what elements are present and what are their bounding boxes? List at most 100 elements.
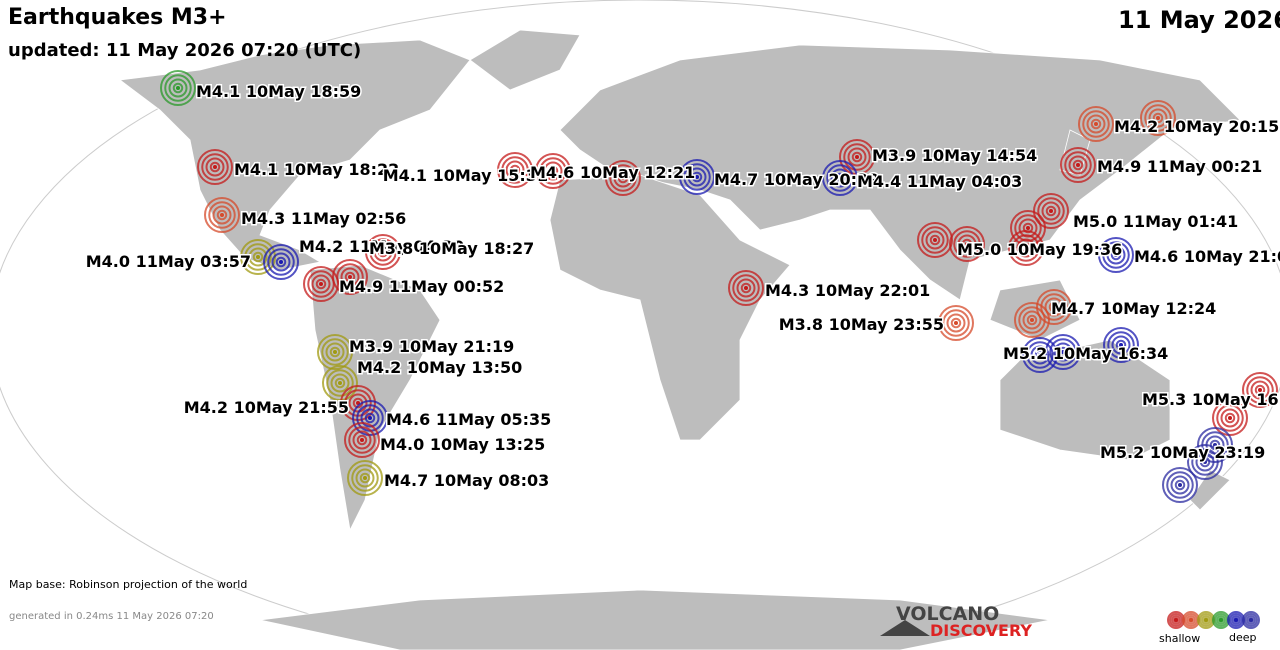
ring bbox=[271, 252, 291, 272]
ring bbox=[1246, 615, 1256, 625]
ring bbox=[1078, 106, 1114, 142]
ring bbox=[1040, 293, 1068, 321]
ring bbox=[1022, 337, 1058, 373]
center bbox=[933, 238, 937, 242]
center bbox=[368, 416, 372, 420]
quake-marker bbox=[605, 160, 641, 196]
quake-marker bbox=[344, 422, 380, 458]
quake-label: M4.0 10May 13:25 bbox=[380, 435, 545, 454]
ring bbox=[942, 309, 970, 337]
quake-marker bbox=[949, 226, 985, 262]
quake-marker bbox=[317, 334, 353, 370]
ring bbox=[360, 408, 380, 428]
quake-marker bbox=[332, 259, 368, 295]
ring bbox=[953, 230, 981, 258]
center bbox=[338, 381, 342, 385]
ring bbox=[1102, 241, 1130, 269]
center bbox=[1119, 343, 1123, 347]
ring bbox=[340, 267, 360, 287]
ring bbox=[317, 334, 353, 370]
ring bbox=[209, 161, 221, 173]
quake-marker bbox=[1187, 444, 1223, 480]
ring bbox=[1197, 427, 1233, 463]
ring bbox=[1231, 615, 1241, 625]
ring bbox=[683, 163, 711, 191]
ring bbox=[1144, 104, 1172, 132]
ring bbox=[1072, 159, 1084, 171]
quake-marker bbox=[197, 149, 233, 185]
ring bbox=[539, 157, 567, 185]
ring bbox=[1014, 214, 1042, 242]
ring bbox=[303, 266, 339, 302]
center bbox=[1094, 122, 1098, 126]
quake-label: M3.9 10May 14:54 bbox=[872, 146, 1037, 165]
quake-marker bbox=[347, 460, 383, 496]
quake-marker bbox=[1167, 611, 1185, 629]
center bbox=[363, 476, 367, 480]
quake-label: M4.3 11May 02:56 bbox=[241, 209, 406, 228]
center bbox=[1189, 618, 1193, 622]
ring bbox=[369, 238, 397, 266]
ring bbox=[1022, 310, 1042, 330]
ring bbox=[348, 426, 376, 454]
ring bbox=[1037, 197, 1065, 225]
ring bbox=[1107, 331, 1135, 359]
quake-label: M4.2 10May 21:55 bbox=[184, 398, 349, 417]
ring bbox=[1090, 118, 1102, 130]
quake-label: M5.3 10May 16:4 bbox=[1142, 390, 1280, 409]
ring bbox=[248, 247, 268, 267]
ring bbox=[950, 317, 962, 329]
ring bbox=[1041, 201, 1061, 221]
ring bbox=[1086, 114, 1106, 134]
quake-label: M4.6 10May 21:08 bbox=[1134, 247, 1280, 266]
quake-marker bbox=[1022, 337, 1058, 373]
ring bbox=[344, 271, 356, 283]
quake-marker bbox=[1162, 467, 1198, 503]
ring bbox=[1250, 380, 1270, 400]
date: 11 May 2026 bbox=[1118, 6, 1280, 34]
ring bbox=[1115, 339, 1127, 351]
quake-marker bbox=[1227, 611, 1245, 629]
logo-icon bbox=[880, 620, 930, 636]
ring bbox=[822, 160, 858, 196]
ring bbox=[1242, 372, 1278, 408]
ring bbox=[252, 251, 264, 263]
markers bbox=[160, 70, 1278, 503]
ring bbox=[1016, 238, 1036, 258]
quake-label: M4.1 10May 18:22 bbox=[234, 160, 399, 179]
quake-label: M4.7 10May 20:29 bbox=[714, 170, 879, 189]
center bbox=[1219, 618, 1223, 622]
center bbox=[1026, 226, 1030, 230]
ring bbox=[929, 234, 941, 246]
ring bbox=[938, 305, 974, 341]
center bbox=[220, 213, 224, 217]
ring bbox=[509, 164, 521, 176]
ring bbox=[197, 149, 233, 185]
quake-marker bbox=[1045, 334, 1081, 370]
ring bbox=[359, 472, 371, 484]
ring bbox=[1018, 306, 1046, 334]
ring bbox=[1199, 456, 1211, 468]
ring bbox=[834, 172, 846, 184]
quake-label: M4.6 11May 05:35 bbox=[386, 410, 551, 429]
center bbox=[1234, 618, 1238, 622]
ring bbox=[605, 160, 641, 196]
ring bbox=[1224, 412, 1236, 424]
ring bbox=[1082, 110, 1110, 138]
quake-label: M5.0 11May 01:41 bbox=[1073, 212, 1238, 231]
updated: updated: 11 May 2026 07:20 (UTC) bbox=[8, 40, 361, 61]
ring bbox=[364, 412, 376, 424]
quake-marker bbox=[1098, 237, 1134, 273]
ring bbox=[326, 369, 354, 397]
center bbox=[360, 438, 364, 442]
ring bbox=[329, 346, 341, 358]
quake-marker bbox=[1103, 327, 1139, 363]
ring bbox=[505, 160, 525, 180]
quake-marker bbox=[1033, 193, 1069, 229]
ring bbox=[1034, 349, 1046, 361]
quake-marker bbox=[1197, 611, 1215, 629]
land bbox=[118, 29, 1241, 650]
ring bbox=[356, 434, 368, 446]
